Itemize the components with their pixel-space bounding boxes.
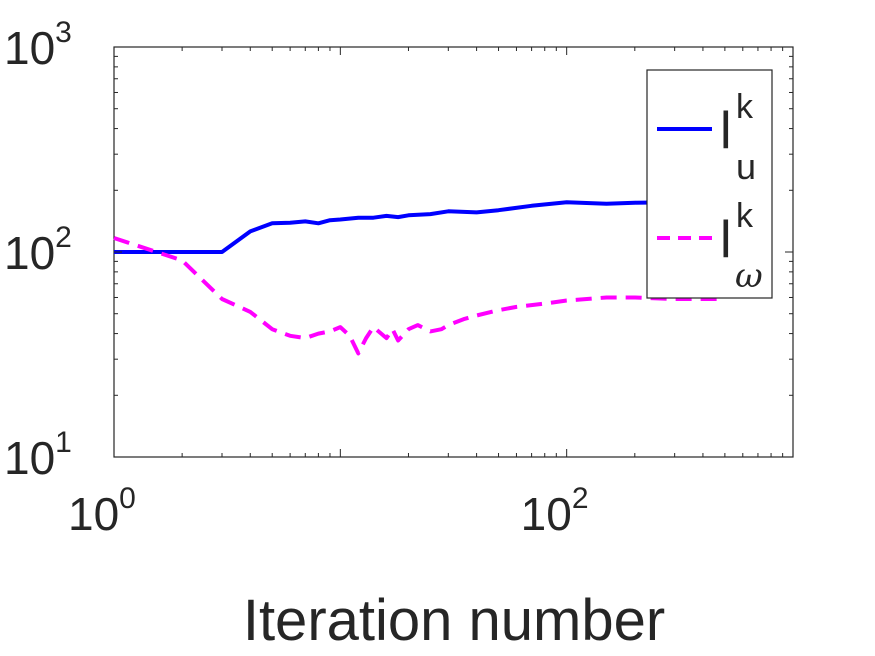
series-line-omega [113, 236, 725, 356]
x-tick-labels: 100 102 [68, 482, 589, 540]
legend-box [646, 69, 773, 299]
y-tick-labels: 101 102 103 [4, 16, 72, 484]
series-line-u [114, 200, 725, 254]
y-tick-label: 101 [4, 426, 72, 484]
legend-label-omega-sup: k [736, 197, 754, 235]
legend-label-omega-sub: ω [735, 256, 763, 296]
legend-label-omega-base: l [720, 211, 732, 269]
legend-label-u-sup: k [736, 88, 754, 126]
x-tick-label: 100 [68, 482, 136, 540]
legend-label-u-base: l [720, 102, 732, 160]
x-axis-title: Iteration number [243, 588, 665, 653]
y-tick-label: 103 [4, 16, 72, 74]
series-layer [113, 200, 725, 356]
legend-label-u-sub: u [736, 146, 756, 187]
y-tick-label: 102 [4, 221, 72, 279]
tick-marks [114, 47, 793, 457]
legend: l k u l k ω [646, 69, 773, 299]
x-tick-label: 102 [521, 482, 589, 540]
